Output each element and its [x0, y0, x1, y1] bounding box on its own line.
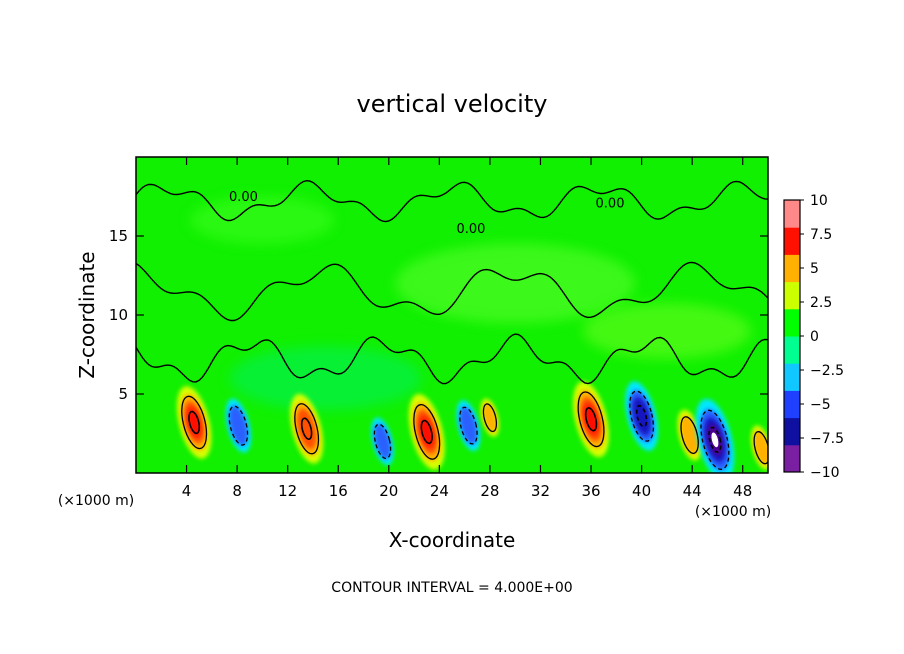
x-tick-label: 48 — [733, 482, 752, 500]
contour-ring — [459, 406, 478, 445]
contour-label: 0.00 — [229, 190, 258, 205]
y-axis-label: Z-coordinate — [75, 251, 99, 378]
zero-contour — [136, 333, 768, 385]
contour-ring — [228, 405, 249, 446]
colorbar-tick-label: 2.5 — [810, 295, 832, 311]
y-tick-label: 5 — [118, 385, 128, 403]
zero-contour — [136, 261, 768, 322]
colorbar-tick-label: −5 — [810, 397, 831, 413]
colorbar-tick-label: 5 — [810, 261, 819, 277]
colorbar-swatch — [784, 227, 800, 255]
contour — [700, 409, 730, 470]
cell-shade — [583, 404, 599, 435]
contour-label: 0.00 — [596, 197, 625, 212]
contour-ring — [482, 403, 498, 433]
footer-note: CONTOUR INTERVAL = 4.000E+00 — [331, 580, 572, 596]
colorbar-tick-label: −2.5 — [810, 363, 844, 379]
contour-ring — [413, 404, 441, 460]
contour-ring — [680, 416, 699, 454]
contour — [635, 404, 648, 428]
contour — [584, 407, 598, 432]
contour — [459, 406, 478, 445]
x-tick-label: 12 — [278, 482, 297, 500]
colorbar-swatch — [784, 254, 800, 283]
downdraft-cell — [695, 398, 735, 473]
colorbar-swatch — [784, 417, 800, 446]
contour — [294, 403, 320, 455]
colorbar-tick-label: −7.5 — [810, 431, 844, 447]
x-unit-left: (×1000 m) — [58, 493, 134, 509]
field-shading — [190, 196, 335, 245]
x-tick-label: 32 — [531, 482, 550, 500]
field-shading — [582, 302, 751, 359]
cell-shade — [297, 408, 317, 449]
contour — [482, 403, 498, 433]
x-tick-label: 16 — [329, 482, 348, 500]
contour — [413, 404, 441, 460]
x-unit-right: (×1000 m) — [695, 504, 771, 520]
cell-shade — [419, 416, 434, 448]
chart-title: vertical velocity — [357, 90, 548, 118]
x-tick-label: 28 — [480, 482, 499, 500]
zero-contour — [136, 179, 768, 223]
contour — [680, 416, 699, 454]
colorbar-swatch — [784, 336, 800, 364]
y-tick-label: 15 — [109, 227, 128, 245]
x-tick-label: 40 — [632, 482, 651, 500]
contour-ring — [294, 403, 320, 455]
y-tick-label: 10 — [109, 306, 128, 324]
contour — [629, 390, 655, 442]
field-shading — [395, 243, 636, 324]
colorbar-swatch — [784, 363, 800, 391]
colorbar-swatch — [784, 444, 800, 473]
y-axis: 5 10 15 — [109, 227, 768, 403]
contour — [708, 426, 722, 453]
colorbar-tick-label: 0 — [810, 329, 819, 345]
contour-ring — [753, 431, 768, 465]
colorbar-swatch — [784, 281, 800, 310]
field-shading — [229, 346, 422, 411]
x-tick-label: 36 — [581, 482, 600, 500]
x-tick-label: 8 — [232, 482, 242, 500]
contour-ring — [577, 391, 605, 448]
colorbar-swatch — [784, 390, 800, 419]
contour — [420, 419, 433, 445]
contour-label: 0.00 — [456, 222, 485, 237]
plot-area — [136, 157, 768, 473]
contour — [373, 423, 392, 460]
x-tick-label: 20 — [379, 482, 398, 500]
contour-ring — [181, 395, 208, 450]
cell-core — [711, 432, 719, 448]
colorbar-tick-label: 7.5 — [810, 227, 832, 243]
x-tick-label: 24 — [430, 482, 449, 500]
contour — [181, 395, 208, 450]
colorbar-swatch — [784, 308, 800, 337]
updraft-cell — [573, 381, 609, 458]
contour-ring — [629, 390, 655, 442]
contour-ring — [700, 409, 730, 470]
updraft-cell — [290, 394, 324, 464]
contour — [577, 391, 605, 448]
colorbar: 10 7.5 5 2.5 0 −2.5 −5 −7.5 −10 — [783, 193, 844, 481]
contour — [228, 405, 249, 446]
colorbar-tick-label: 10 — [810, 193, 828, 209]
contour-lines — [136, 179, 768, 470]
x-tick-label: 44 — [683, 482, 702, 500]
x-axis-label: X-coordinate — [389, 528, 516, 552]
contour — [188, 410, 201, 435]
contour — [753, 431, 768, 465]
colorbar-tick-label: −10 — [810, 465, 840, 481]
x-tick-label: 4 — [182, 482, 192, 500]
contour-labels: 0.00 0.00 0.00 — [229, 190, 625, 237]
colorbar-swatch — [784, 200, 800, 228]
cell-shade — [187, 407, 202, 437]
contour — [300, 417, 313, 440]
contour-ring — [373, 423, 392, 460]
x-axis: 4 8 12 16 20 24 28 32 36 40 44 48 — [182, 157, 752, 500]
